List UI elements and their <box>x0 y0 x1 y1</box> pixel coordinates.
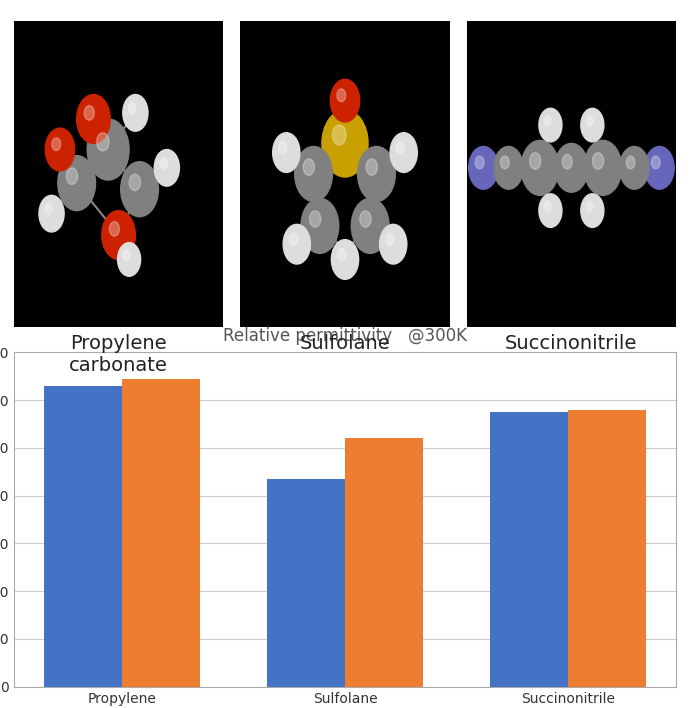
Circle shape <box>581 108 604 142</box>
Circle shape <box>337 89 346 102</box>
Circle shape <box>475 156 484 169</box>
Circle shape <box>644 147 674 189</box>
Circle shape <box>322 110 368 177</box>
Circle shape <box>77 95 110 144</box>
Circle shape <box>97 132 109 151</box>
Bar <box>490 412 568 687</box>
Circle shape <box>386 233 394 245</box>
Circle shape <box>544 201 551 212</box>
Circle shape <box>337 249 346 261</box>
Circle shape <box>279 142 287 154</box>
Bar <box>568 410 646 687</box>
Circle shape <box>273 132 300 173</box>
Circle shape <box>586 116 593 126</box>
Circle shape <box>117 243 141 276</box>
Circle shape <box>333 125 346 145</box>
Circle shape <box>620 147 649 189</box>
Circle shape <box>310 211 321 227</box>
Circle shape <box>295 147 333 202</box>
Circle shape <box>562 154 572 169</box>
Circle shape <box>539 108 562 142</box>
Circle shape <box>469 147 498 189</box>
Bar <box>122 379 200 687</box>
Text: Sulfolane: Sulfolane <box>299 333 391 353</box>
Circle shape <box>39 195 64 232</box>
Circle shape <box>58 156 95 210</box>
Circle shape <box>651 156 660 169</box>
Circle shape <box>128 103 136 114</box>
Circle shape <box>366 159 377 176</box>
Circle shape <box>494 147 523 189</box>
Circle shape <box>351 198 389 253</box>
Circle shape <box>396 142 404 154</box>
Circle shape <box>301 198 339 253</box>
Circle shape <box>46 128 75 171</box>
Circle shape <box>303 159 315 176</box>
Circle shape <box>529 153 541 169</box>
Circle shape <box>331 79 359 122</box>
Circle shape <box>380 224 407 264</box>
Circle shape <box>581 194 604 227</box>
Title: Relative permittivity   @300K: Relative permittivity @300K <box>223 327 467 345</box>
Circle shape <box>110 222 119 236</box>
Circle shape <box>357 147 395 202</box>
Circle shape <box>155 149 179 186</box>
Circle shape <box>123 250 130 261</box>
Circle shape <box>544 116 551 126</box>
Circle shape <box>289 233 297 245</box>
Circle shape <box>123 95 148 131</box>
Circle shape <box>102 210 135 259</box>
Circle shape <box>121 161 159 217</box>
Circle shape <box>331 239 359 280</box>
Circle shape <box>593 153 604 169</box>
Circle shape <box>359 211 371 227</box>
Circle shape <box>52 138 61 151</box>
Circle shape <box>45 204 52 215</box>
Circle shape <box>390 132 417 173</box>
Circle shape <box>66 168 78 185</box>
Circle shape <box>160 158 168 169</box>
Circle shape <box>283 224 310 264</box>
Text: Propylene
carbonate: Propylene carbonate <box>69 333 168 375</box>
Text: Succinonitrile: Succinonitrile <box>505 333 638 353</box>
Circle shape <box>84 105 95 120</box>
Bar <box>44 386 122 687</box>
Circle shape <box>627 156 635 169</box>
Circle shape <box>555 144 588 193</box>
Bar <box>345 438 423 687</box>
Circle shape <box>87 119 129 180</box>
Circle shape <box>129 174 141 190</box>
Circle shape <box>586 201 593 212</box>
Circle shape <box>584 140 622 195</box>
Bar <box>267 479 345 687</box>
Circle shape <box>521 140 559 195</box>
Circle shape <box>500 156 509 169</box>
Circle shape <box>539 194 562 227</box>
